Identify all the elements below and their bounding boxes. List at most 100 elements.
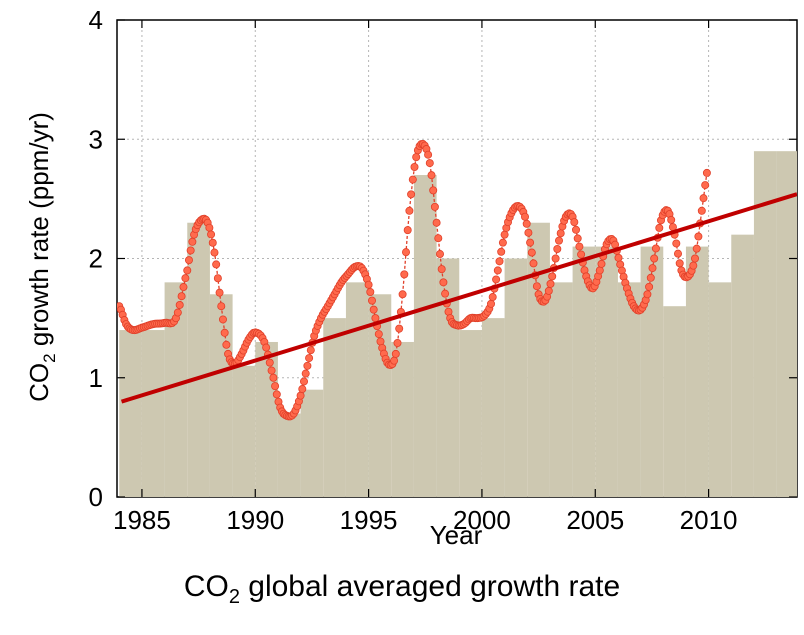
monthly-point bbox=[754, 0, 761, 4]
monthly-point bbox=[424, 150, 433, 159]
axes: 1985 1990 1995 2000 2005 2010 0 1 2 3 4 bbox=[89, 5, 797, 535]
monthly-point bbox=[694, 232, 703, 241]
annual-bar bbox=[663, 306, 686, 497]
x-tick-label: 1985 bbox=[113, 505, 171, 535]
annual-bar bbox=[640, 246, 664, 497]
monthly-point bbox=[524, 228, 533, 237]
monthly-point bbox=[572, 225, 581, 234]
monthly-point bbox=[212, 260, 221, 269]
monthly-point bbox=[184, 256, 193, 265]
monthly-point bbox=[737, 0, 744, 4]
monthly-point bbox=[492, 275, 501, 284]
x-tick-label: 2010 bbox=[680, 505, 738, 535]
monthly-point bbox=[727, 0, 734, 4]
annual-bar bbox=[527, 222, 550, 497]
monthly-point bbox=[759, 0, 766, 4]
monthly-point bbox=[301, 369, 310, 378]
monthly-point bbox=[756, 0, 763, 4]
monthly-point bbox=[720, 0, 727, 4]
monthly-point bbox=[218, 315, 227, 324]
monthly-point bbox=[222, 340, 231, 349]
caption-subscript: 2 bbox=[228, 586, 240, 608]
monthly-point bbox=[765, 0, 772, 4]
monthly-point bbox=[407, 190, 416, 199]
monthly-point bbox=[271, 382, 280, 391]
monthly-point bbox=[369, 305, 378, 314]
monthly-point bbox=[437, 265, 446, 274]
annual-bar bbox=[187, 222, 210, 497]
monthly-point bbox=[702, 168, 711, 177]
monthly-point bbox=[299, 377, 308, 386]
monthly-point bbox=[213, 274, 222, 283]
monthly-point bbox=[217, 302, 226, 311]
monthly-point bbox=[689, 261, 698, 270]
monthly-point bbox=[391, 349, 400, 358]
monthly-point bbox=[766, 0, 773, 4]
monthly-point bbox=[701, 181, 710, 190]
annual-bar bbox=[617, 282, 641, 497]
monthly-point bbox=[374, 330, 383, 339]
annual-bar bbox=[731, 234, 754, 497]
monthly-point bbox=[731, 0, 738, 4]
trend bbox=[120, 192, 797, 404]
monthly-point bbox=[207, 230, 216, 239]
x-tick-label: 1990 bbox=[226, 505, 284, 535]
monthly-point bbox=[749, 0, 756, 4]
monthly-point bbox=[177, 292, 186, 301]
monthly-point bbox=[188, 237, 197, 246]
y-tick-label: 3 bbox=[89, 124, 103, 154]
monthly-point bbox=[395, 324, 404, 333]
monthly-point bbox=[435, 250, 444, 259]
annual-bar bbox=[300, 389, 324, 497]
annual-bar bbox=[232, 365, 256, 497]
monthly-point bbox=[364, 280, 373, 289]
monthly-point bbox=[403, 226, 412, 235]
monthly-point bbox=[526, 238, 535, 247]
annual-bar bbox=[277, 413, 301, 497]
monthly-point bbox=[488, 293, 497, 302]
monthly-point bbox=[708, 0, 715, 4]
x-tick-label: 2005 bbox=[566, 505, 624, 535]
monthly-point bbox=[427, 171, 436, 180]
monthly-point bbox=[778, 0, 785, 4]
monthly-point bbox=[269, 373, 278, 382]
monthly-point bbox=[655, 223, 664, 232]
monthly-point bbox=[715, 0, 722, 4]
annual-bar bbox=[323, 318, 346, 497]
monthly-point bbox=[405, 206, 414, 215]
monthly-point bbox=[498, 238, 507, 247]
monthly-point bbox=[272, 390, 281, 399]
monthly-point bbox=[210, 248, 219, 257]
monthly-point bbox=[771, 0, 778, 4]
monthly-point bbox=[186, 246, 195, 255]
monthly-point bbox=[645, 282, 654, 291]
monthly-point bbox=[408, 175, 417, 184]
annual-bar bbox=[708, 282, 732, 497]
monthly-point bbox=[651, 244, 660, 253]
y-axis-label: CO2 growth rate (ppm/yr) bbox=[24, 112, 59, 402]
monthly-point bbox=[412, 153, 421, 162]
monthly-point bbox=[425, 159, 434, 168]
monthly-point bbox=[768, 0, 775, 4]
monthly-point bbox=[493, 266, 502, 275]
annual-bar bbox=[549, 282, 573, 497]
monthly-point bbox=[205, 223, 214, 232]
annual-bar bbox=[481, 318, 505, 497]
monthly-point bbox=[672, 239, 681, 248]
monthly-point bbox=[614, 253, 623, 262]
monthly-point bbox=[717, 0, 724, 4]
y-tick-label: 1 bbox=[89, 363, 103, 393]
y-tick-label: 0 bbox=[89, 482, 103, 512]
monthly-point bbox=[577, 250, 586, 259]
monthly-point bbox=[761, 0, 768, 4]
chart-caption: CO2 global averaged growth rate bbox=[0, 570, 804, 609]
monthly-point bbox=[179, 283, 188, 292]
annual-bar bbox=[572, 246, 596, 497]
monthly-point bbox=[650, 254, 659, 263]
y-tick-label: 2 bbox=[89, 244, 103, 274]
monthly-point bbox=[753, 0, 760, 4]
annual-bar bbox=[776, 151, 797, 497]
monthly-point bbox=[741, 0, 748, 4]
monthly-point bbox=[739, 0, 746, 4]
annual-bar bbox=[368, 294, 392, 497]
